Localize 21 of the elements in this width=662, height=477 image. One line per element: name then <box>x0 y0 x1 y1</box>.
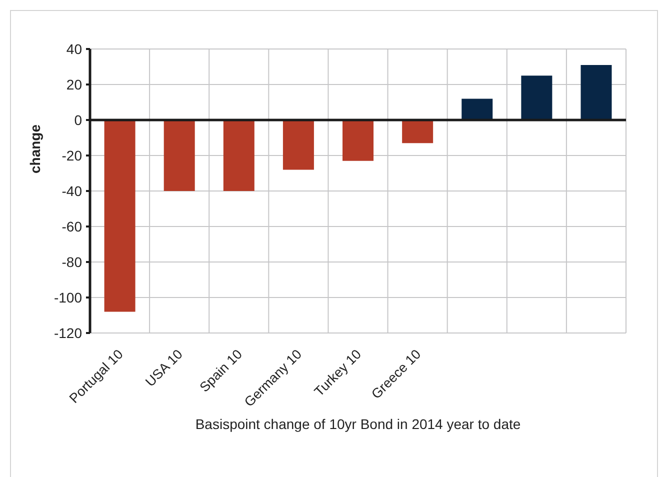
bar <box>402 120 434 144</box>
x-axis-title: Basispoint change of 10yr Bond in 2014 year to date <box>195 416 521 432</box>
y-tick-label: -40 <box>62 182 82 199</box>
bar <box>164 120 195 191</box>
y-tick-label: 20 <box>66 76 82 92</box>
y-tick-label: -100 <box>54 289 82 306</box>
bar <box>342 120 374 161</box>
y-tick-label: -80 <box>62 254 82 270</box>
y-axis-title: change <box>27 124 43 174</box>
bar <box>104 120 136 312</box>
bar <box>223 120 254 191</box>
bar <box>521 76 552 120</box>
bar <box>462 98 493 120</box>
bar <box>580 64 612 120</box>
y-tick-label: -60 <box>62 218 82 234</box>
y-tick-label: 0 <box>74 112 82 128</box>
x-tick-label: USA 10 <box>142 346 186 390</box>
y-tick-label: -120 <box>54 324 82 341</box>
y-tick-label: -20 <box>62 147 82 164</box>
y-tick-label: 40 <box>66 40 82 57</box>
bar <box>282 120 314 170</box>
